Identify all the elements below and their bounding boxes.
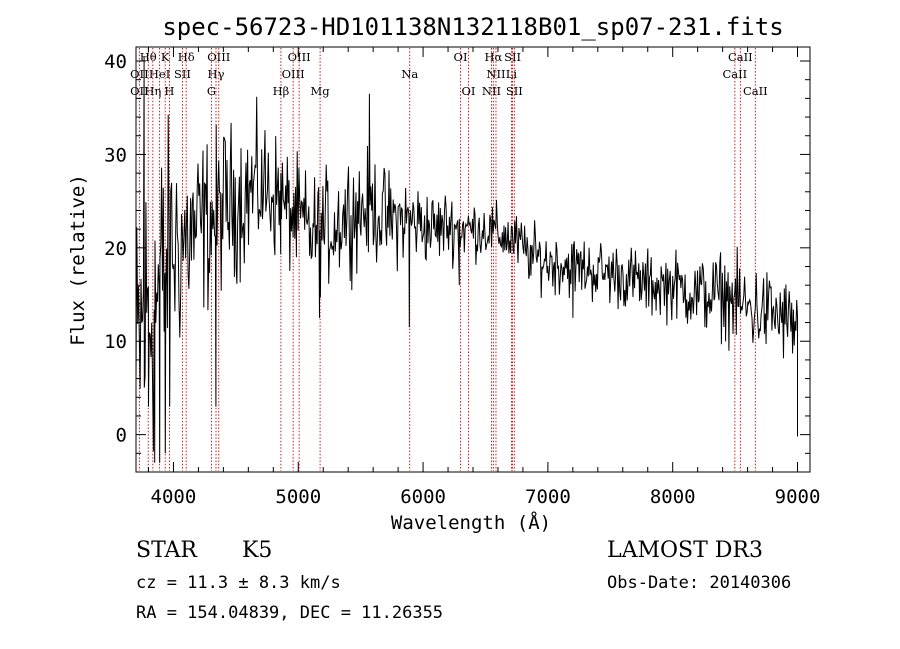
spectral-line-label: OII [130, 67, 149, 81]
spectral-line-label: SII [506, 84, 523, 98]
x-tick-label: 9000 [775, 486, 821, 508]
spectral-line-label: Na [401, 67, 418, 81]
spectral-line-label: SII [504, 50, 521, 64]
spectral-line-label: G [207, 84, 216, 98]
spectral-line-label: K [161, 50, 170, 64]
spectral-line-label: NII [482, 84, 501, 98]
spectral-line-label: CaII [728, 50, 753, 64]
spectral-line-label: Hθ [140, 50, 157, 64]
spectral-line-label: CaII [743, 84, 768, 98]
spectral-line-label: Li [506, 67, 518, 81]
x-tick-label: 7000 [525, 486, 571, 508]
spectral-line-label: OIII [288, 50, 311, 64]
spectral-line-label: Mg [311, 84, 331, 98]
spectral-line-label: H [164, 84, 174, 98]
redshift-text: cz = 11.3 ± 8.3 km/s [136, 573, 341, 593]
chart-title: spec-56723-HD101138N132118B01_sp07-231.f… [162, 13, 783, 41]
x-tick-label: 8000 [650, 486, 696, 508]
y-tick-label: 20 [104, 238, 127, 260]
x-axis-label: Wavelength (Å) [391, 511, 551, 534]
spectral-line-label: OIII [282, 67, 305, 81]
spectral-line-label: CaII [722, 67, 747, 81]
coordinates-text: RA = 154.04839, DEC = 11.26355 [136, 603, 444, 623]
spectral-line-label: Hη [144, 84, 161, 98]
spectral-line-label: SII [174, 67, 191, 81]
flux-series-line [135, 56, 798, 463]
object-class: STAR [136, 538, 197, 563]
survey-name: LAMOST DR3 [607, 538, 763, 563]
y-tick-label: 30 [104, 144, 127, 166]
y-tick-label: 0 [116, 425, 127, 447]
obs-date-text: Obs-Date: 20140306 [607, 573, 792, 593]
y-tick-label: 10 [104, 331, 127, 353]
x-tick-label: 4000 [151, 486, 197, 508]
x-tick-label: 5000 [275, 486, 321, 508]
spectral-line-label: HeI [149, 67, 170, 81]
spectral-line-label: OIII [207, 50, 230, 64]
spectral-line-label: Hα [484, 50, 502, 64]
spectral-line-label: Hγ [208, 67, 225, 81]
x-tick-label: 6000 [400, 486, 446, 508]
y-axis-ticks: 0 10 20 30 40 [104, 51, 810, 454]
spectral-line-label: Hδ [178, 50, 195, 64]
y-axis-label: Flux (relative) [67, 174, 89, 346]
spectral-line-label: Hβ [273, 84, 290, 98]
spectral-line-label: OI [462, 84, 476, 98]
y-tick-label: 40 [104, 51, 127, 73]
x-axis-ticks: 4000 5000 6000 7000 8000 9000 [147, 47, 821, 508]
spectral-line-label: OI [454, 50, 468, 64]
spectral-line-label: NII [486, 67, 505, 81]
spectral-line-markers [138, 48, 756, 471]
object-subclass: K5 [242, 538, 273, 563]
